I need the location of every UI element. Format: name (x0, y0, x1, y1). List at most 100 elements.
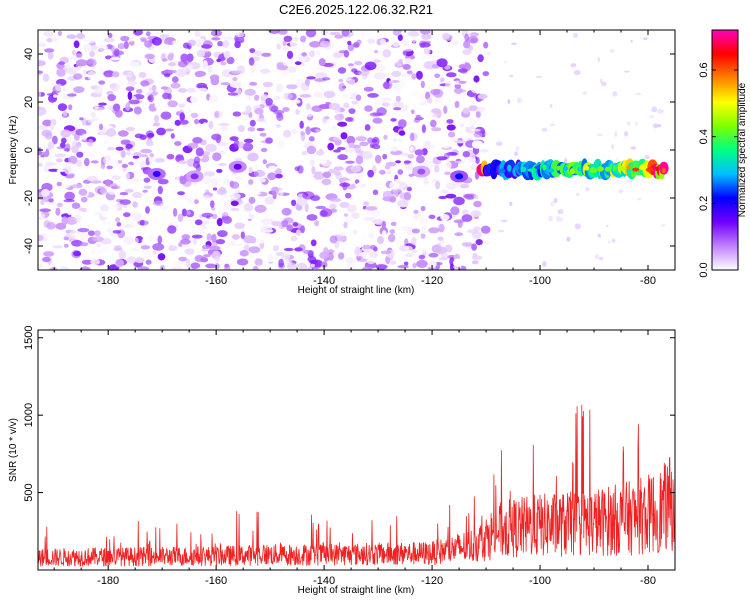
noise-cell (443, 105, 448, 114)
noise-cell (332, 211, 344, 218)
noise-cell (416, 259, 428, 268)
noise-cell (87, 70, 96, 80)
noise-cell (338, 78, 344, 83)
noise-cell (374, 179, 384, 189)
noise-cell (306, 76, 316, 80)
noise-cell (203, 194, 211, 200)
noise-cell (420, 248, 426, 254)
noise-cell (321, 261, 328, 268)
noise-cell (348, 108, 356, 114)
noise-cell (402, 50, 407, 56)
noise-cell (350, 212, 360, 219)
noise-cell (373, 72, 386, 80)
noise-cell (388, 233, 396, 243)
noise-cell (56, 181, 62, 187)
noise-cell (51, 37, 58, 42)
noise-cell (355, 94, 362, 101)
noise-cell (205, 263, 217, 269)
snr-plot-area (38, 330, 675, 570)
noise-cell (248, 196, 256, 204)
noise-cell (313, 189, 322, 194)
noise-cell (217, 41, 224, 47)
noise-cell (168, 62, 176, 67)
noise-cell (428, 260, 437, 268)
y-tick-label: 1500 (23, 325, 35, 349)
noise-cell (408, 173, 414, 177)
noise-cell (372, 144, 381, 150)
noise-cell (56, 68, 66, 77)
noise-cell (244, 88, 256, 96)
noise-cell (223, 50, 231, 59)
noise-cell (248, 179, 254, 185)
noise-cell (276, 140, 285, 149)
noise-cell (334, 113, 345, 121)
signal-core (639, 164, 647, 171)
noise-cell (469, 32, 480, 37)
noise-cell (402, 104, 409, 112)
noise-cell (234, 176, 242, 181)
noise-cell (272, 245, 280, 252)
noise-cell (660, 224, 667, 227)
noise-cell (210, 176, 222, 184)
noise-cell (355, 136, 367, 142)
noise-cell (38, 60, 46, 67)
noise-cell (334, 34, 344, 39)
noise-cell (374, 100, 380, 107)
x-tick-label: -120 (421, 275, 443, 287)
noise-cell (123, 41, 129, 49)
noise-cell (440, 189, 449, 194)
noise-cell (573, 69, 581, 76)
noise-cell (346, 135, 356, 145)
noise-cell (253, 169, 266, 178)
noise-cell (331, 125, 337, 131)
noise-cell (611, 238, 616, 243)
noise-cell (111, 204, 124, 210)
noise-cell (101, 246, 108, 253)
noise-cell (297, 165, 304, 174)
noise-cell (397, 34, 403, 41)
noise-cell (103, 140, 108, 144)
noise-cell (290, 128, 299, 134)
noise-cell (417, 214, 429, 223)
noise-cell (75, 53, 83, 59)
noise-cell (112, 230, 122, 234)
noise-cell (411, 228, 420, 234)
noise-cell (137, 266, 150, 270)
noise-cell (345, 117, 353, 122)
noise-cell (216, 168, 223, 173)
noise-cell (436, 156, 448, 161)
noise-cell (283, 247, 294, 252)
signal-core (556, 165, 561, 171)
noise-cell (415, 70, 423, 80)
noise-cell (267, 172, 277, 181)
noise-cell (471, 140, 484, 149)
noise-cell (148, 87, 153, 92)
noise-cell (52, 135, 58, 145)
noise-cell (62, 110, 68, 117)
noise-cell (196, 39, 201, 48)
noise-cell (192, 238, 198, 245)
noise-cell (249, 81, 258, 86)
noise-cell (119, 192, 129, 196)
colorbar-gradient (712, 30, 738, 270)
noise-cell (550, 200, 555, 207)
spectrogram-y-label: Frequency (Hz) (8, 116, 19, 185)
noise-cell (118, 250, 127, 260)
noise-cell (342, 93, 349, 100)
noise-cell (170, 82, 181, 89)
noise-cell (467, 133, 476, 137)
noise-cell (94, 230, 101, 237)
noise-cell (109, 83, 117, 90)
noise-cell (234, 222, 246, 230)
noise-cell (243, 138, 254, 143)
noise-cell (542, 261, 547, 267)
noise-cell (446, 72, 457, 78)
signal-core (513, 164, 519, 171)
noise-cell (124, 188, 134, 193)
noise-cell (122, 236, 135, 245)
noise-cell (107, 188, 117, 195)
noise-cell (381, 220, 386, 229)
noise-cell (367, 93, 379, 98)
noise-cell (256, 127, 265, 132)
noise-cell (145, 139, 154, 147)
